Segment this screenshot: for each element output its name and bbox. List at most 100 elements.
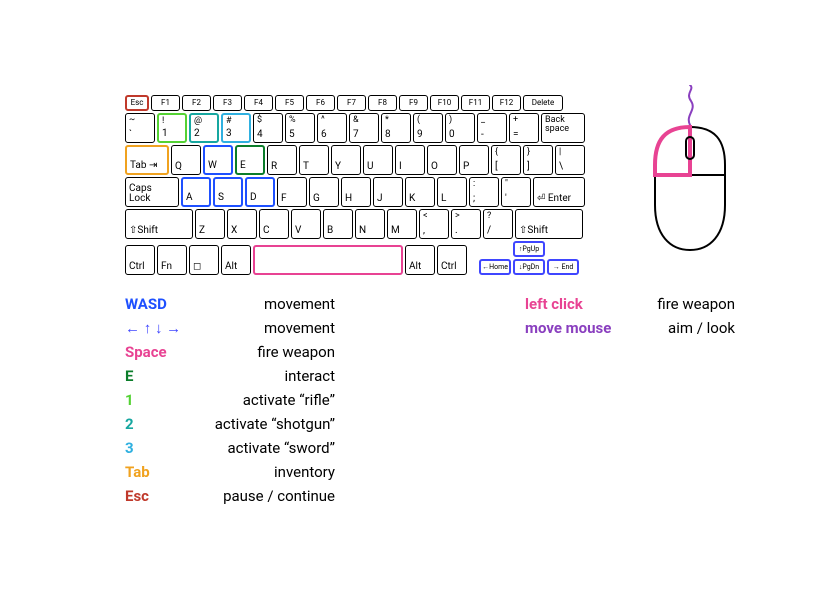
legend-value: movement [195, 295, 335, 313]
key-x: X [227, 209, 257, 239]
key--: |\ [555, 145, 585, 175]
key-blank: Back space [541, 113, 585, 143]
key-f7: F7 [337, 95, 366, 111]
key-f10: F10 [430, 95, 459, 111]
key-alt: Alt [405, 245, 435, 275]
legend-row: move mouseaim / look [525, 319, 735, 337]
legend-key: left click [525, 295, 635, 313]
legend-value: activate “sword” [195, 439, 335, 457]
key--: ?/ [483, 209, 513, 239]
key-fn: Fn [157, 245, 187, 275]
key-f12: F12 [492, 95, 521, 111]
legend-key: move mouse [525, 319, 635, 337]
key--: ◻ [189, 245, 219, 275]
key--enter: ⏎ Enter [533, 177, 585, 207]
legend-key: 2 [125, 415, 195, 433]
arrow-key: ↓PgDn [513, 259, 545, 275]
legend-row: Escpause / continue [125, 487, 335, 505]
key-6: ^6 [317, 113, 347, 143]
legend-value: fire weapon [635, 295, 735, 313]
key-l: L [437, 177, 467, 207]
key--: :; [469, 177, 499, 207]
key-e: E [235, 145, 265, 175]
key-g: G [309, 177, 339, 207]
key-s: S [213, 177, 243, 207]
key-1: !1 [157, 113, 187, 143]
key--: += [509, 113, 539, 143]
key-8: *8 [381, 113, 411, 143]
key-f6: F6 [306, 95, 335, 111]
key-f2: F2 [182, 95, 211, 111]
legend-key: Tab [125, 463, 195, 481]
legend-row: Einteract [125, 367, 335, 385]
legend-row: 3activate “sword” [125, 439, 335, 457]
legend-row: left clickfire weapon [525, 295, 735, 313]
legend-row: WASDmovement [125, 295, 335, 313]
key-o: O [427, 145, 457, 175]
key--: }] [523, 145, 553, 175]
key-ctrl: Ctrl [125, 245, 155, 275]
legend-row: 1activate “rifle” [125, 391, 335, 409]
legend-value: fire weapon [195, 343, 335, 361]
key-esc: Esc [125, 95, 149, 111]
key-j: J [373, 177, 403, 207]
key--shift: ⇧Shift [125, 209, 193, 239]
legend-value: movement [195, 319, 335, 337]
key-r: R [267, 145, 297, 175]
key--: ~` [125, 113, 155, 143]
key-alt: Alt [221, 245, 251, 275]
legend-value: pause / continue [195, 487, 335, 505]
key-f5: F5 [275, 95, 304, 111]
key-f: F [277, 177, 307, 207]
keyboard-diagram: EscF1F2F3F4F5F6F7F8F9F10F11F12Delete ~`!… [125, 95, 585, 277]
key-p: P [459, 145, 489, 175]
key-f4: F4 [244, 95, 273, 111]
legend-value: interact [195, 367, 335, 385]
key--: _- [477, 113, 507, 143]
key-f9: F9 [399, 95, 428, 111]
key-u: U [363, 145, 393, 175]
key-3: #3 [221, 113, 251, 143]
key-q: Q [171, 145, 201, 175]
key-tab-: Tab ⇥ [125, 145, 169, 175]
key-v: V [291, 209, 321, 239]
key-c: C [259, 209, 289, 239]
key-h: H [341, 177, 371, 207]
key-d: D [245, 177, 275, 207]
key-4: $4 [253, 113, 283, 143]
arrow-key: → End [547, 259, 579, 275]
legend-row: 2activate “shotgun” [125, 415, 335, 433]
key-f11: F11 [461, 95, 490, 111]
key--: >. [451, 209, 481, 239]
legend-key: 1 [125, 391, 195, 409]
key-7: &7 [349, 113, 379, 143]
arrow-key: ↑PgUp [513, 241, 545, 257]
key-f3: F3 [213, 95, 242, 111]
legend-row: ← ↑ ↓ →movement [125, 319, 335, 337]
arrow-key: ←Home [479, 259, 511, 275]
legend: WASDmovement← ↑ ↓ →movementSpacefire wea… [125, 295, 735, 505]
legend-key: Space [125, 343, 195, 361]
key-w: W [203, 145, 233, 175]
key-caps-lock: Caps Lock [125, 177, 179, 207]
key--: "' [501, 177, 531, 207]
key-delete: Delete [523, 95, 563, 111]
key-z: Z [195, 209, 225, 239]
key-a: A [181, 177, 211, 207]
key-t: T [299, 145, 329, 175]
key-k: K [405, 177, 435, 207]
legend-key: E [125, 367, 195, 385]
key--: {[ [491, 145, 521, 175]
key-f1: F1 [151, 95, 180, 111]
legend-value: activate “shotgun” [195, 415, 335, 433]
legend-row: Spacefire weapon [125, 343, 335, 361]
key--: <, [419, 209, 449, 239]
mouse-diagram [635, 85, 745, 269]
legend-key: Esc [125, 487, 195, 505]
legend-value: inventory [195, 463, 335, 481]
legend-value: activate “rifle” [195, 391, 335, 409]
key-n: N [355, 209, 385, 239]
key-ctrl: Ctrl [437, 245, 467, 275]
key-y: Y [331, 145, 361, 175]
key-5: %5 [285, 113, 315, 143]
